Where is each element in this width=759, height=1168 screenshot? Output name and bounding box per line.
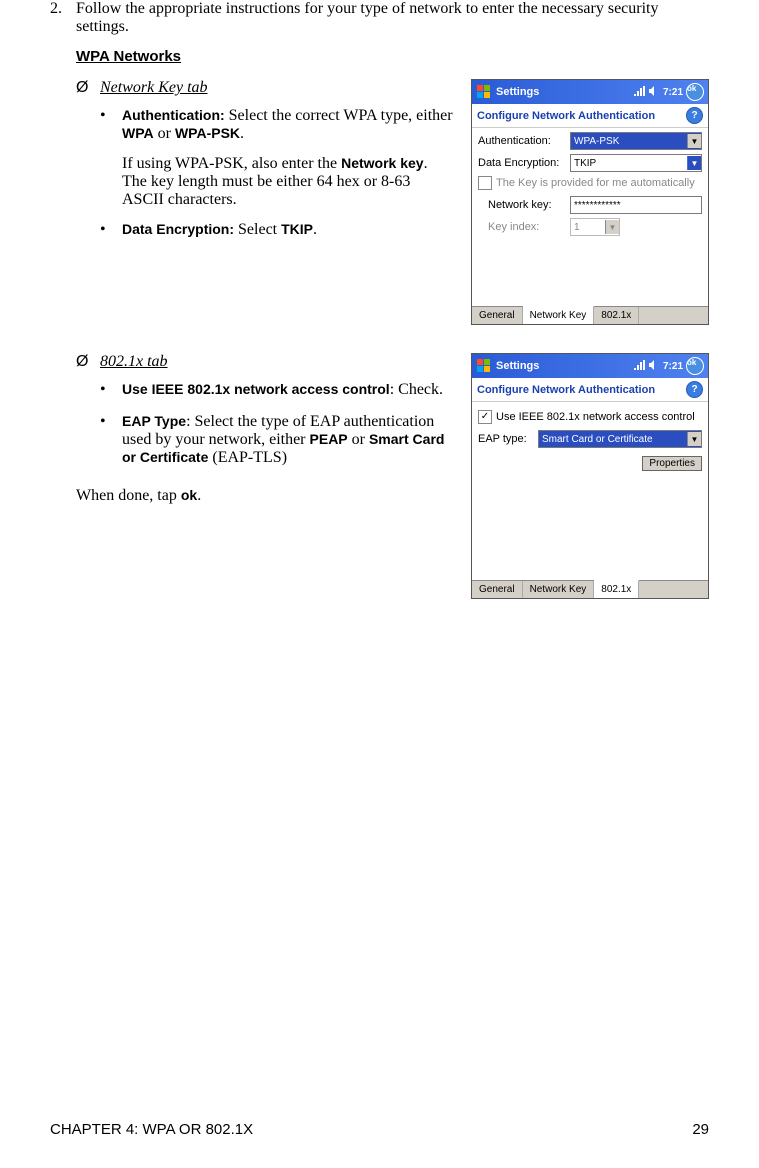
- data-encryption-dropdown[interactable]: TKIP ▼: [570, 154, 702, 172]
- signal-icon: [633, 85, 645, 100]
- tab-8021x[interactable]: 802.1x: [594, 580, 639, 598]
- ok-button[interactable]: ok: [686, 357, 704, 375]
- authentication-label: Authentication:: [478, 135, 570, 147]
- tab-network-key[interactable]: Network Key: [523, 306, 595, 324]
- closing-text: When done, tap ok.: [76, 487, 453, 505]
- chevron-down-icon: ▼: [605, 220, 619, 234]
- pda-tabs: General Network Key 802.1x: [472, 580, 708, 598]
- data-encryption-label: Data Encryption:: [478, 157, 570, 169]
- chevron-down-icon: ▼: [687, 134, 701, 148]
- step-text: Follow the appropriate instructions for …: [76, 0, 709, 36]
- key-index-dropdown[interactable]: 1 ▼: [570, 218, 620, 236]
- bullet-icon: •: [100, 413, 122, 431]
- bullet-content: Use IEEE 802.1x network access control: …: [122, 381, 443, 399]
- heading-wpa-networks: WPA Networks: [76, 48, 709, 65]
- windows-flag-icon: [476, 84, 492, 100]
- properties-button[interactable]: Properties: [642, 456, 702, 471]
- section-title-network-key: Network Key tab: [100, 79, 208, 97]
- help-icon[interactable]: ?: [686, 381, 703, 398]
- use-8021x-label: Use IEEE 802.1x network access control: [496, 411, 695, 423]
- eap-type-dropdown[interactable]: Smart Card or Certificate ▼: [538, 430, 702, 448]
- tab-network-key[interactable]: Network Key: [523, 581, 595, 598]
- pda-subtitle: Configure Network Authentication: [477, 384, 655, 396]
- chevron-down-icon: ▼: [687, 156, 701, 170]
- footer-chapter: CHAPTER 4: WPA OR 802.1X: [50, 1121, 253, 1138]
- pda-subtitle: Configure Network Authentication: [477, 110, 655, 122]
- pda-tabs: General Network Key 802.1x: [472, 306, 708, 324]
- chevron-down-icon: ▼: [687, 432, 701, 446]
- authentication-dropdown[interactable]: WPA-PSK ▼: [570, 132, 702, 150]
- pda-titlebar: Settings 7:21 ok: [472, 80, 708, 104]
- pda-title: Settings: [496, 360, 633, 372]
- screenshot-network-key-tab: Settings 7:21 ok Configure Network Authe…: [471, 79, 709, 325]
- speaker-icon: [648, 359, 660, 374]
- key-index-label: Key index:: [488, 221, 570, 233]
- windows-flag-icon: [476, 358, 492, 374]
- bullet-icon: •: [100, 221, 122, 239]
- speaker-icon: [648, 85, 660, 100]
- bullet-content: EAP Type: Select the type of EAP authent…: [122, 413, 453, 467]
- auto-key-label: The Key is provided for me automatically: [496, 177, 695, 189]
- pda-time: 7:21: [663, 361, 683, 372]
- auto-key-checkbox[interactable]: [478, 176, 492, 190]
- pda-title: Settings: [496, 86, 633, 98]
- bullet-content: Authentication: Select the correct WPA t…: [122, 107, 453, 209]
- section-marker: Ø: [76, 79, 100, 97]
- pda-time: 7:21: [663, 87, 683, 98]
- pda-titlebar: Settings 7:21 ok: [472, 354, 708, 378]
- section-title-8021x: 802.1x tab: [100, 353, 168, 371]
- bullet-icon: •: [100, 107, 122, 125]
- help-icon[interactable]: ?: [686, 107, 703, 124]
- bullet-icon: •: [100, 381, 122, 399]
- tab-general[interactable]: General: [472, 307, 523, 324]
- ok-button[interactable]: ok: [686, 83, 704, 101]
- network-key-label: Network key:: [488, 199, 570, 211]
- screenshot-8021x-tab: Settings 7:21 ok Configure Network Authe…: [471, 353, 709, 599]
- network-key-input[interactable]: ************: [570, 196, 702, 214]
- footer-page-number: 29: [692, 1121, 709, 1138]
- section-marker: Ø: [76, 353, 100, 371]
- tab-8021x[interactable]: 802.1x: [594, 307, 639, 324]
- bullet-content: Data Encryption: Select TKIP.: [122, 221, 317, 239]
- eap-type-label: EAP type:: [478, 433, 538, 445]
- step-number: 2.: [50, 0, 76, 36]
- use-8021x-checkbox[interactable]: ✓: [478, 410, 492, 424]
- tab-general[interactable]: General: [472, 581, 523, 598]
- signal-icon: [633, 359, 645, 374]
